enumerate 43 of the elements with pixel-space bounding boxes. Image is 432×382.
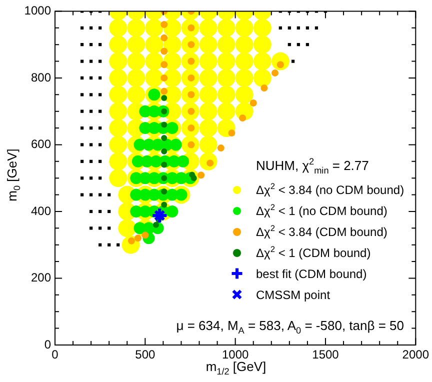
legend-label: Δχ$^{2}$ < 3.84 (no CDM bound) xyxy=(256,180,404,196)
point xyxy=(272,69,278,76)
point xyxy=(134,234,142,242)
legend-label: Δχ$^{2}$ < 3.84 (CDM bound) xyxy=(256,222,388,238)
point xyxy=(239,114,246,122)
legend-label: best fit (CDM bound) xyxy=(256,266,367,280)
point xyxy=(250,99,257,106)
point xyxy=(161,202,168,208)
x-tick-label: 500 xyxy=(135,348,156,362)
point xyxy=(161,94,168,101)
annotation: μ = 634, M$_{A}$ = 583, A$_{0}$ = -580, tanβ = 50 xyxy=(176,318,404,336)
y-tick-label: 800 xyxy=(30,70,52,84)
point xyxy=(152,222,159,228)
point xyxy=(160,48,168,55)
point xyxy=(260,84,268,92)
point xyxy=(161,135,168,142)
x-tick-label: 1500 xyxy=(312,348,340,362)
point xyxy=(160,88,168,95)
point xyxy=(228,130,236,137)
point xyxy=(161,148,168,154)
point xyxy=(166,205,178,218)
point xyxy=(160,21,168,28)
point xyxy=(160,74,168,82)
y-tick-label: 400 xyxy=(30,204,52,218)
legend-title: NUHM, χ$^{2}$$_{min}$ = 2.77 xyxy=(256,156,370,176)
point xyxy=(177,155,190,168)
point xyxy=(160,34,168,42)
y-tick-label: 200 xyxy=(30,270,52,285)
legend-label: Δχ$^{2}$ < 1 (CDM bound) xyxy=(256,244,371,260)
legend-label: Δχ$^{2}$ < 1 (no CDM bound) xyxy=(256,202,388,218)
x-tick-label: 2000 xyxy=(402,348,430,362)
x-axis-title: m$_{1/2}$ [GeV] xyxy=(206,359,266,377)
x-tick-label: 1000 xyxy=(222,348,249,362)
legend-label: CMSSM point xyxy=(256,288,330,302)
point xyxy=(151,206,168,224)
y-tick-label: 600 xyxy=(30,137,52,152)
y-tick-label: 1000 xyxy=(24,4,52,18)
point xyxy=(161,162,168,168)
point xyxy=(198,172,205,179)
point xyxy=(128,237,135,244)
y-tick-label: 0 xyxy=(44,337,52,352)
point xyxy=(217,144,224,152)
point xyxy=(160,61,168,68)
